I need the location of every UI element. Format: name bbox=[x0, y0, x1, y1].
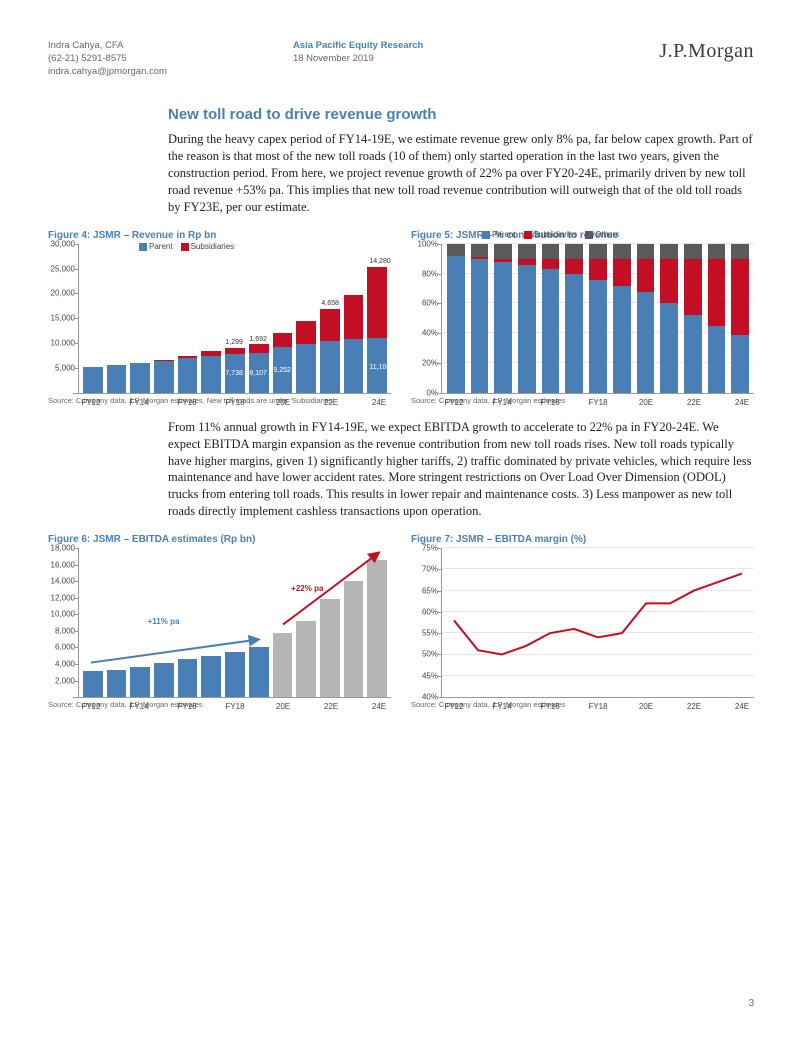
fig4-chart: Parent Subsidiaries -5,00010,00015,00020… bbox=[78, 244, 391, 394]
chart-row-2: Figure 6: JSMR – EBITDA estimates (Rp bn… bbox=[48, 534, 754, 709]
analyst-block: Indra Cahya, CFA (62-21) 5291-8575 indra… bbox=[48, 40, 167, 78]
fig5-legend: Parent Subsidiaries Others bbox=[482, 230, 619, 239]
analyst-phone: (62-21) 5291-8575 bbox=[48, 53, 167, 66]
jpmorgan-logo: J.P.Morgan bbox=[659, 40, 754, 63]
figure-5: Figure 5: JSMR – % contribution to reven… bbox=[411, 230, 754, 405]
fig6-chart: -2,0004,0006,0008,00010,00012,00014,0001… bbox=[78, 548, 391, 698]
chart-row-1: Figure 4: JSMR – Revenue in Rp bn Parent… bbox=[48, 230, 754, 405]
paragraph-1: During the heavy capex period of FY14-19… bbox=[168, 131, 754, 215]
fig5-chart: Parent Subsidiaries Others 0%20%40%60%80… bbox=[441, 244, 754, 394]
figure-6: Figure 6: JSMR – EBITDA estimates (Rp bn… bbox=[48, 534, 391, 709]
figure-4: Figure 4: JSMR – Revenue in Rp bn Parent… bbox=[48, 230, 391, 405]
dept-block: Asia Pacific Equity Research 18 November… bbox=[293, 40, 423, 66]
report-date: 18 November 2019 bbox=[293, 53, 423, 66]
page-number: 3 bbox=[748, 998, 754, 1009]
analyst-email: indra.cahya@jpmorgan.com bbox=[48, 66, 167, 79]
fig6-title: Figure 6: JSMR – EBITDA estimates (Rp bn… bbox=[48, 534, 391, 545]
paragraph-2: From 11% annual growth in FY14-19E, we e… bbox=[168, 419, 754, 520]
fig4-title: Figure 4: JSMR – Revenue in Rp bn bbox=[48, 230, 391, 241]
analyst-name: Indra Cahya, CFA bbox=[48, 40, 167, 53]
fig7-chart: 40%45%50%55%60%65%70%75%FY12FY14FY16FY18… bbox=[441, 548, 754, 698]
figure-7: Figure 7: JSMR – EBITDA margin (%) 40%45… bbox=[411, 534, 754, 709]
page-header: Indra Cahya, CFA (62-21) 5291-8575 indra… bbox=[48, 40, 754, 78]
dept-name: Asia Pacific Equity Research bbox=[293, 40, 423, 53]
fig7-title: Figure 7: JSMR – EBITDA margin (%) bbox=[411, 534, 754, 545]
section-title: New toll road to drive revenue growth bbox=[168, 106, 754, 123]
